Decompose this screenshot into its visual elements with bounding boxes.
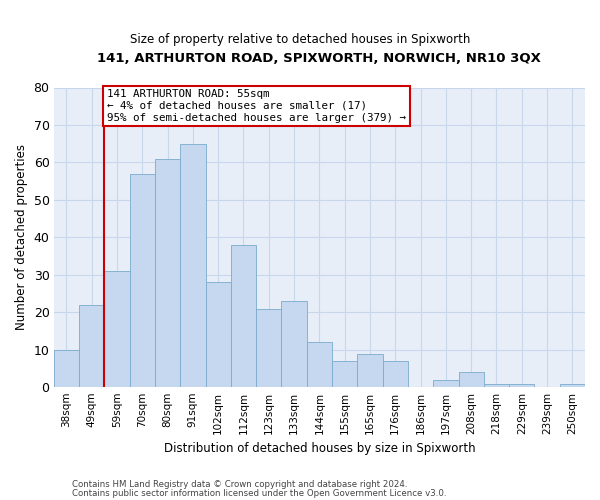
Bar <box>155 158 180 388</box>
Bar <box>560 384 585 388</box>
Bar <box>307 342 332 388</box>
Y-axis label: Number of detached properties: Number of detached properties <box>15 144 28 330</box>
Bar <box>104 271 130 388</box>
Bar <box>358 354 383 388</box>
Bar <box>79 305 104 388</box>
Bar <box>130 174 155 388</box>
Text: Size of property relative to detached houses in Spixworth: Size of property relative to detached ho… <box>130 32 470 46</box>
Bar <box>332 361 358 388</box>
Text: 141 ARTHURTON ROAD: 55sqm
← 4% of detached houses are smaller (17)
95% of semi-d: 141 ARTHURTON ROAD: 55sqm ← 4% of detach… <box>107 90 406 122</box>
Bar <box>433 380 458 388</box>
Text: Contains public sector information licensed under the Open Government Licence v3: Contains public sector information licen… <box>72 488 446 498</box>
Bar <box>180 144 206 388</box>
Bar <box>383 361 408 388</box>
Bar <box>509 384 535 388</box>
Bar <box>281 301 307 388</box>
Bar <box>484 384 509 388</box>
Bar <box>458 372 484 388</box>
Title: 141, ARTHURTON ROAD, SPIXWORTH, NORWICH, NR10 3QX: 141, ARTHURTON ROAD, SPIXWORTH, NORWICH,… <box>97 52 541 66</box>
Text: Contains HM Land Registry data © Crown copyright and database right 2024.: Contains HM Land Registry data © Crown c… <box>72 480 407 489</box>
Bar <box>206 282 231 388</box>
X-axis label: Distribution of detached houses by size in Spixworth: Distribution of detached houses by size … <box>164 442 475 455</box>
Bar <box>231 245 256 388</box>
Bar <box>54 350 79 388</box>
Bar <box>256 308 281 388</box>
